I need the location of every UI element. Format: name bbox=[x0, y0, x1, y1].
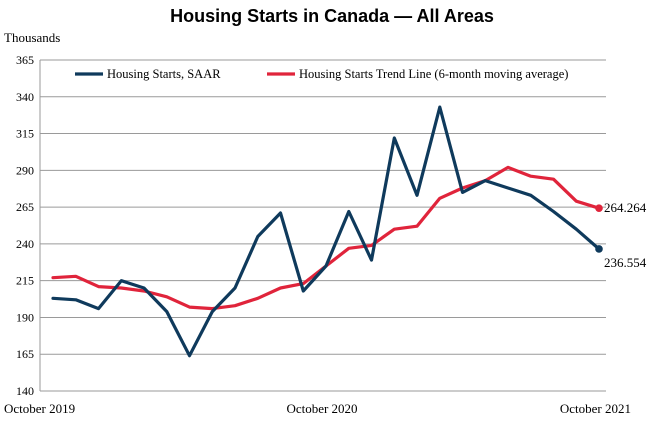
series-line bbox=[51, 105, 601, 358]
y-tick-label: 215 bbox=[16, 274, 34, 288]
y-tick-label: 240 bbox=[16, 237, 34, 251]
chart-title: Housing Starts in Canada — All Areas bbox=[170, 6, 494, 26]
end-value-label: 236.554 bbox=[604, 255, 647, 270]
x-tick-label: October 2019 bbox=[4, 401, 75, 416]
legend-label: Housing Starts Trend Line (6-month movin… bbox=[299, 67, 568, 81]
end-value-label: 264.264 bbox=[604, 200, 647, 215]
y-tick-label: 340 bbox=[16, 90, 34, 104]
series-end-point bbox=[595, 245, 603, 253]
y-tick-label: 165 bbox=[16, 347, 34, 361]
y-tick-label: 365 bbox=[16, 53, 34, 67]
x-tick-label: October 2020 bbox=[286, 401, 357, 416]
y-axis-unit-label: Thousands bbox=[4, 30, 60, 45]
y-tick-label: 265 bbox=[16, 200, 34, 214]
series-end-point bbox=[595, 204, 603, 212]
legend-label: Housing Starts, SAAR bbox=[107, 67, 221, 81]
y-tick-label: 290 bbox=[16, 163, 34, 177]
series-line bbox=[51, 165, 601, 311]
y-tick-label: 315 bbox=[16, 127, 34, 141]
x-tick-label: October 2021 bbox=[560, 401, 631, 416]
y-tick-label: 190 bbox=[16, 310, 34, 324]
y-tick-label: 140 bbox=[16, 384, 34, 398]
